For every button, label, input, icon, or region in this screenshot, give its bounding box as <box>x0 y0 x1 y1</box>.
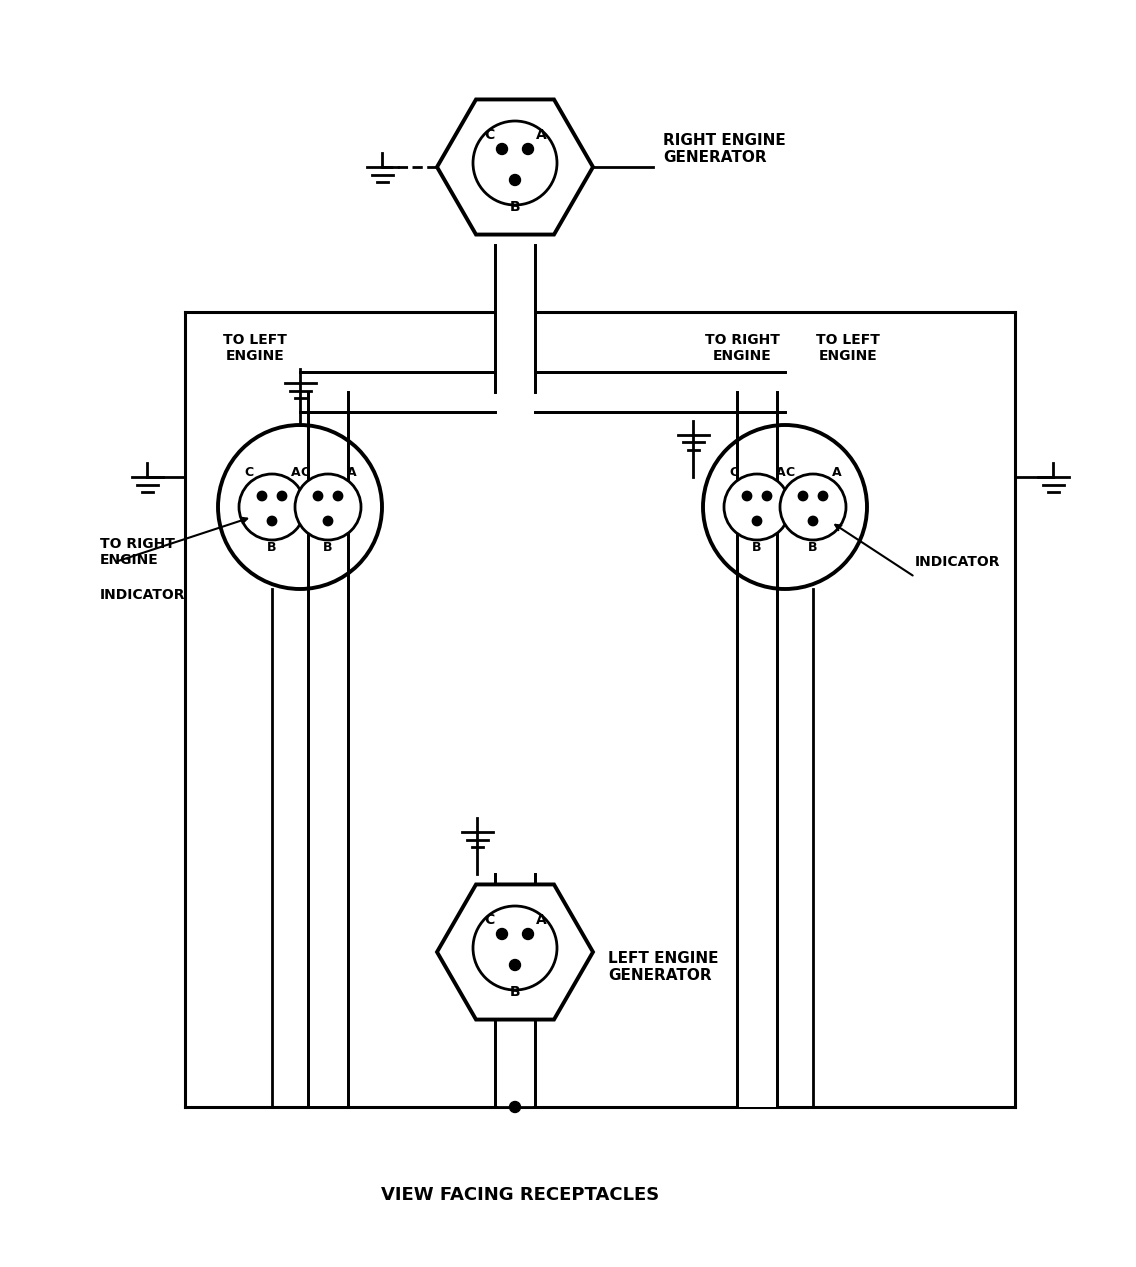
Text: C: C <box>300 465 309 479</box>
Circle shape <box>523 929 534 940</box>
Text: A: A <box>536 914 546 927</box>
Circle shape <box>239 474 304 540</box>
Circle shape <box>809 516 818 526</box>
Text: INDICATOR: INDICATOR <box>914 555 1001 569</box>
Text: B: B <box>324 541 333 554</box>
Text: B: B <box>267 541 277 554</box>
Circle shape <box>277 492 286 500</box>
Bar <box>495 245 535 392</box>
Text: C: C <box>484 914 494 927</box>
Circle shape <box>473 906 557 990</box>
Circle shape <box>724 474 790 540</box>
Polygon shape <box>437 884 593 1020</box>
Circle shape <box>742 492 752 500</box>
Circle shape <box>333 492 343 500</box>
Bar <box>300 372 495 412</box>
Circle shape <box>752 516 762 526</box>
Circle shape <box>510 959 520 971</box>
Text: B: B <box>752 541 762 554</box>
Text: TO RIGHT
ENGINE: TO RIGHT ENGINE <box>100 537 175 568</box>
Text: RIGHT ENGINE
GENERATOR: RIGHT ENGINE GENERATOR <box>663 133 786 165</box>
Text: C: C <box>484 128 494 142</box>
Bar <box>495 874 535 1107</box>
Text: TO RIGHT
ENGINE: TO RIGHT ENGINE <box>704 333 779 364</box>
Circle shape <box>762 492 771 500</box>
Bar <box>535 372 785 412</box>
Text: VIEW FACING RECEPTACLES: VIEW FACING RECEPTACLES <box>381 1186 659 1204</box>
Circle shape <box>496 143 508 155</box>
Text: C: C <box>729 465 738 479</box>
Circle shape <box>496 929 508 940</box>
Text: A: A <box>346 465 357 479</box>
Circle shape <box>295 474 361 540</box>
Circle shape <box>523 143 534 155</box>
Text: B: B <box>510 200 520 214</box>
Circle shape <box>703 424 867 589</box>
Circle shape <box>257 492 267 500</box>
Circle shape <box>218 424 382 589</box>
Polygon shape <box>437 99 593 234</box>
Text: C: C <box>244 465 253 479</box>
Text: B: B <box>510 984 520 998</box>
Circle shape <box>314 492 323 500</box>
Bar <box>737 594 777 1107</box>
Text: TO LEFT
ENGINE: TO LEFT ENGINE <box>223 333 287 364</box>
Circle shape <box>324 516 333 526</box>
Text: A: A <box>536 128 546 142</box>
Text: C: C <box>785 465 794 479</box>
Circle shape <box>780 474 846 540</box>
Text: A: A <box>776 465 785 479</box>
Text: B: B <box>808 541 818 554</box>
Circle shape <box>510 1101 520 1112</box>
Circle shape <box>510 175 520 185</box>
Circle shape <box>818 492 828 500</box>
Text: INDICATOR: INDICATOR <box>100 588 185 602</box>
Circle shape <box>267 516 277 526</box>
Text: TO LEFT
ENGINE: TO LEFT ENGINE <box>816 333 880 364</box>
Text: LEFT ENGINE
GENERATOR: LEFT ENGINE GENERATOR <box>608 950 718 983</box>
Circle shape <box>473 122 557 205</box>
Text: A: A <box>291 465 300 479</box>
Bar <box>308 392 348 594</box>
Text: A: A <box>832 465 842 479</box>
Circle shape <box>799 492 808 500</box>
Bar <box>308 594 348 1107</box>
Bar <box>737 392 777 594</box>
